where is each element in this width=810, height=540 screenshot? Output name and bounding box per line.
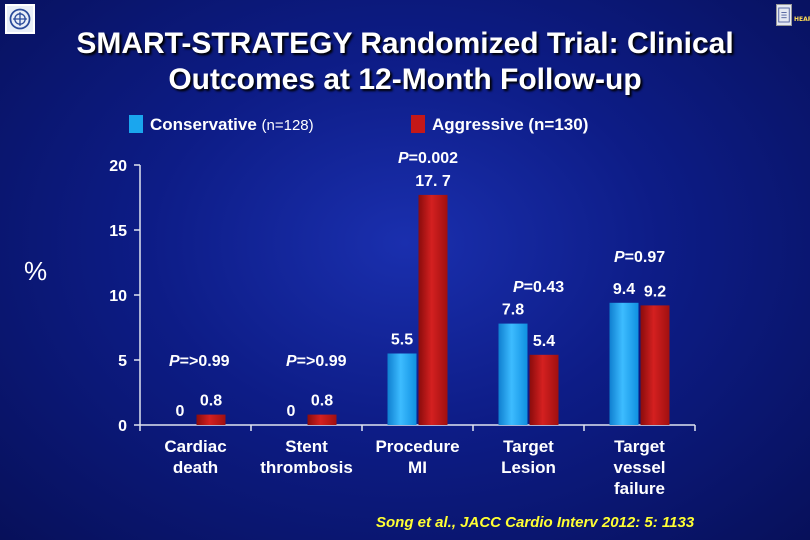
data-label-conservative-2: 5.5 [391,332,413,349]
p-value-label-4: P=0.97 [614,249,665,266]
bar-aggressive-2 [418,194,448,425]
heart-institute-logo [776,4,792,26]
data-label-conservative-4: 9.4 [613,281,635,298]
bar-conservative-2 [387,353,417,425]
bar-conservative-3 [498,323,528,425]
title-line-2: Outcomes at 12-Month Follow-up [168,63,642,96]
x-category-label-3: Target Lesion [501,437,556,477]
bar-aggressive-1 [307,414,337,425]
legend-label-aggressive: Aggressive (n=130) [432,115,589,134]
bar-aggressive-3 [529,354,559,425]
y-tick-label-4: 20 [109,158,127,175]
y-tick-label-0: 0 [118,418,127,435]
x-category-label-2: Procedure MI [375,437,459,477]
y-axis-label: % [24,256,48,286]
data-label-aggressive-3: 5.4 [533,333,555,350]
p-value-label-0: P=>0.99 [169,353,230,370]
y-tick-label-2: 10 [109,288,127,305]
data-label-conservative-0: 0 [176,403,185,420]
p-value-label-3: P=0.43 [513,279,564,296]
legend-label-conservative: Conservative (n=128) [150,115,314,136]
legend-conservative-n: (n=128) [261,117,314,134]
data-label-aggressive-0: 0.8 [200,393,222,410]
data-label-conservative-3: 7.8 [502,302,524,319]
hospital-logo [5,4,35,34]
y-tick-label-3: 15 [109,223,127,240]
bar-aggressive-4 [640,305,670,425]
p-value-label-2: P=0.002 [398,150,458,167]
heart-logo-icon: HEART [794,16,810,23]
data-label-conservative-1: 0 [287,403,296,420]
data-label-aggressive-2: 17. 7 [415,173,451,190]
bar-conservative-4 [609,302,639,425]
x-category-label-4: Target vessel failure [614,437,666,498]
legend-swatch-conservative [129,115,143,133]
bar-aggressive-0 [196,414,226,425]
data-label-aggressive-1: 0.8 [311,393,333,410]
legend-swatch-aggressive [411,115,425,133]
citation: Song et al., JACC Cardio Interv 2012: 5:… [376,514,695,531]
y-tick-label-1: 5 [118,353,127,370]
x-category-label-0: Cardiac death [164,437,226,477]
page-title: SMART-STRATEGY Randomized Trial: Clinica… [0,26,810,98]
title-line-1: SMART-STRATEGY Randomized Trial: Clinica… [76,27,734,60]
x-category-label-1: Stent thrombosis [260,437,353,477]
legend-conservative-text: Conservative [150,115,257,134]
data-label-aggressive-4: 9.2 [644,283,666,300]
p-value-label-1: P=>0.99 [286,353,347,370]
